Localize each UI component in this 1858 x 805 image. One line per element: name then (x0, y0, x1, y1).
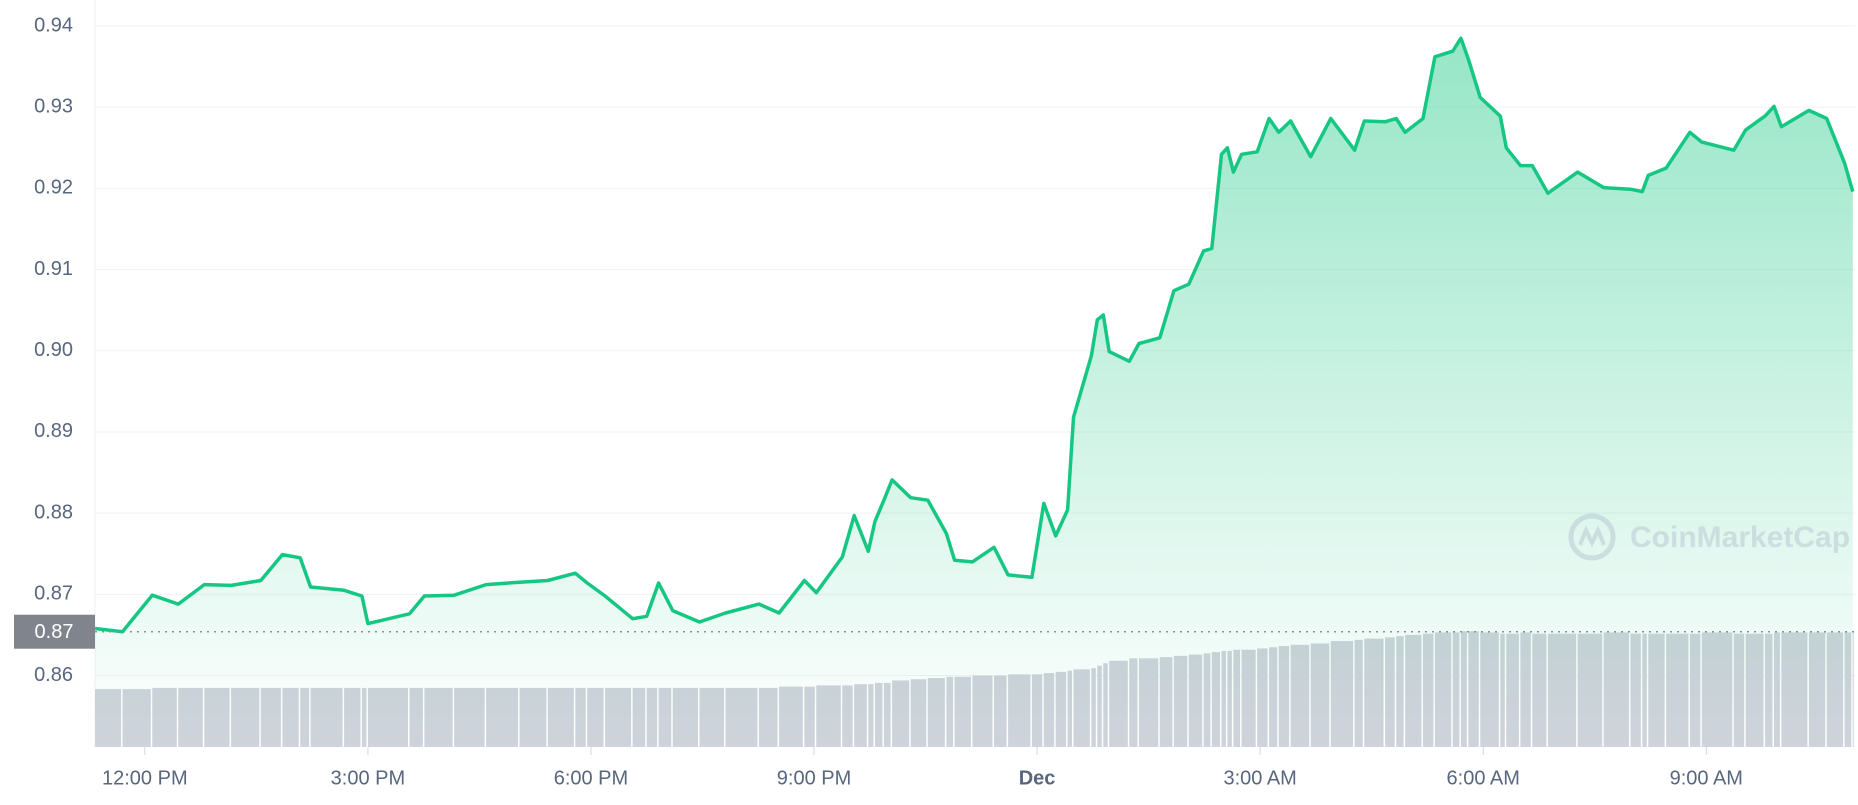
x-tick-label: 9:00 PM (777, 767, 851, 789)
y-tick-label: 0.89 (34, 420, 73, 442)
volume-bar (1852, 632, 1854, 747)
y-tick-label: 0.87 (34, 583, 73, 605)
x-tick-label: 6:00 PM (554, 767, 628, 789)
x-tick-label: 12:00 PM (102, 767, 188, 789)
x-tick-label: 9:00 AM (1670, 767, 1743, 789)
y-tick-label: 0.88 (34, 501, 73, 523)
current-price-box (14, 614, 95, 649)
y-tick-label: 0.90 (34, 339, 73, 361)
price-area (95, 38, 1853, 747)
price-line (94, 36, 1855, 634)
watermark-logo-mark (1578, 524, 1606, 548)
y-tick-label: 0.94 (34, 14, 73, 36)
x-tick-label: 3:00 PM (331, 767, 405, 789)
watermark-text: CoinMarketCap (1630, 521, 1850, 554)
x-tick-label: 3:00 AM (1223, 767, 1296, 789)
y-tick-label: 0.86 (34, 664, 73, 686)
watermark-logo (1568, 513, 1616, 561)
y-tick-label: 0.92 (34, 177, 73, 199)
current-price-label: 0.87 (35, 621, 74, 643)
x-tick-label: Dec (1019, 767, 1056, 789)
y-tick-label: 0.93 (34, 95, 73, 117)
x-tick-label: 6:00 AM (1447, 767, 1520, 789)
watermark: CoinMarketCap (1568, 513, 1850, 561)
y-tick-label: 0.91 (34, 258, 73, 280)
